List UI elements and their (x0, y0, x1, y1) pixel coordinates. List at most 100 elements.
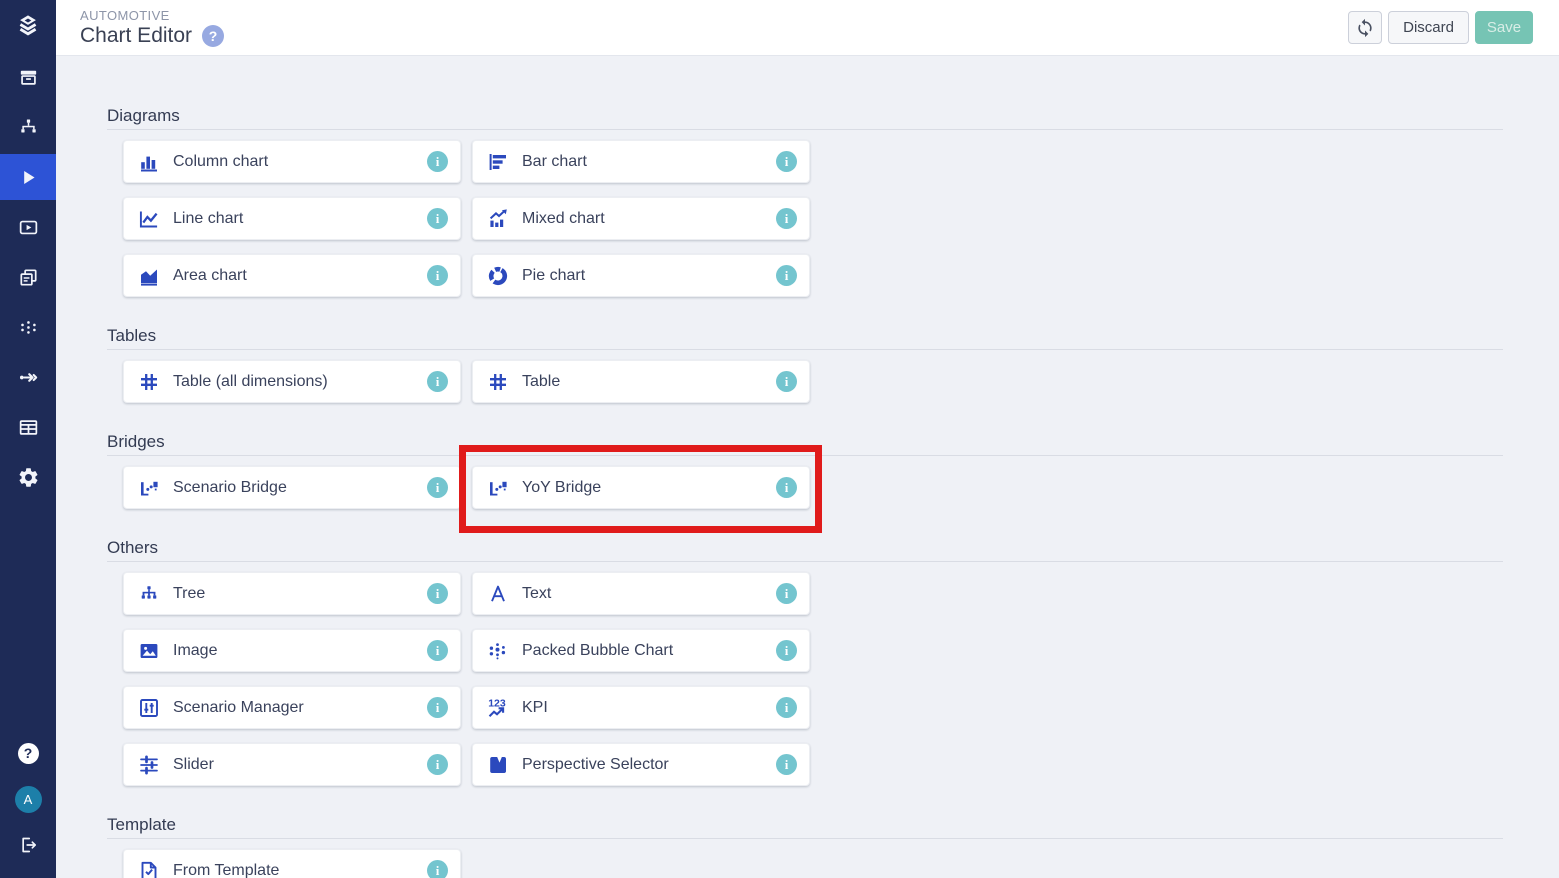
info-icon[interactable]: i (427, 265, 448, 286)
section-title: Template (107, 814, 1503, 839)
card-pie-chart[interactable]: Pie chart i (472, 254, 810, 297)
card-label: Scenario Bridge (173, 478, 287, 496)
card-image[interactable]: Image i (123, 629, 461, 672)
pie-chart-icon (486, 264, 510, 288)
text-icon (486, 582, 510, 606)
info-icon[interactable]: i (427, 754, 448, 775)
card-wrap-column-chart: Column chart i (123, 140, 461, 183)
sidebar: ? A (0, 0, 56, 878)
info-icon[interactable]: i (427, 477, 448, 498)
section-tables: Tables Table (all dimensions) i Table i (107, 325, 1503, 403)
card-label: YoY Bridge (522, 478, 602, 496)
info-icon[interactable]: i (776, 208, 797, 229)
page-title: Chart Editor (80, 23, 193, 47)
card-label: Table (522, 372, 561, 390)
card-mixed-chart[interactable]: Mixed chart i (472, 197, 810, 240)
refresh-button[interactable] (1348, 11, 1383, 44)
mixed-chart-icon (486, 207, 510, 231)
info-icon[interactable]: i (776, 583, 797, 604)
section-title: Bridges (107, 431, 1503, 456)
sidebar-item-pages[interactable] (0, 252, 56, 302)
sidebar-item-table[interactable] (0, 402, 56, 452)
card-wrap-line-chart: Line chart i (123, 197, 461, 240)
help-icon[interactable]: ? (202, 24, 225, 47)
card-packed-bubble-chart[interactable]: Packed Bubble Chart i (472, 629, 810, 672)
slider-icon (137, 753, 161, 777)
arrow-right-icon (17, 366, 40, 389)
sidebar-item-sitemap[interactable] (0, 102, 56, 152)
card-wrap-text: Text i (472, 572, 810, 615)
card-scenario-manager[interactable]: Scenario Manager i (123, 686, 461, 729)
card-scenario-bridge[interactable]: Scenario Bridge i (123, 466, 461, 509)
card-text[interactable]: Text i (472, 572, 810, 615)
logout-icon (18, 835, 38, 855)
card-from-template[interactable]: From Template i (123, 849, 461, 878)
card-column-chart[interactable]: Column chart i (123, 140, 461, 183)
topbar: AUTOMOTIVE Chart Editor ? Discard Save (56, 0, 1559, 56)
card-table-all-dimensions[interactable]: Table (all dimensions) i (123, 360, 461, 403)
card-kpi[interactable]: 123 KPI i (472, 686, 810, 729)
card-slider[interactable]: Slider i (123, 743, 461, 786)
card-label: Scenario Manager (173, 698, 304, 716)
section-cards: Column chart i Bar chart i Line chart i … (107, 140, 1147, 297)
topbar-actions: Discard Save (1348, 11, 1533, 44)
card-wrap-mixed-chart: Mixed chart i (472, 197, 810, 240)
sidebar-bottom: ? A (0, 730, 56, 878)
sidebar-item-avatar[interactable]: A (0, 776, 56, 822)
card-label: Text (522, 584, 552, 602)
section-cards: Scenario Bridge i YoY Bridge i (107, 445, 1147, 533)
sidebar-item-flow[interactable] (0, 352, 56, 402)
info-icon[interactable]: i (427, 860, 448, 878)
info-icon[interactable]: i (427, 151, 448, 172)
info-icon[interactable]: i (776, 371, 797, 392)
info-icon[interactable]: i (427, 697, 448, 718)
card-perspective-selector[interactable]: Perspective Selector i (472, 743, 810, 786)
info-icon[interactable]: i (776, 265, 797, 286)
card-label: Bar chart (522, 152, 587, 170)
section-template: Template From Template i (107, 814, 1503, 878)
gear-icon (17, 466, 40, 489)
card-yoy-bridge[interactable]: YoY Bridge i (472, 466, 810, 509)
section-others: Others Tree i Text i Image i Packed Bubb… (107, 537, 1503, 786)
info-icon[interactable]: i (776, 640, 797, 661)
section-diagrams: Diagrams Column chart i Bar chart i Line… (107, 105, 1503, 297)
card-wrap-from-template: From Template i (123, 849, 461, 878)
card-label: Tree (173, 584, 206, 602)
card-area-chart[interactable]: Area chart i (123, 254, 461, 297)
bridge-icon (137, 476, 161, 500)
info-icon[interactable]: i (776, 697, 797, 718)
card-tree[interactable]: Tree i (123, 572, 461, 615)
card-bar-chart[interactable]: Bar chart i (472, 140, 810, 183)
sidebar-item-settings[interactable] (0, 452, 56, 502)
sidebar-item-help[interactable]: ? (0, 730, 56, 776)
sidebar-item-archive[interactable] (0, 52, 56, 102)
card-wrap-pie-chart: Pie chart i (472, 254, 810, 297)
info-icon[interactable]: i (776, 477, 797, 498)
bar-chart-icon (486, 150, 510, 174)
sidebar-item-logout[interactable] (0, 822, 56, 868)
info-icon[interactable]: i (427, 371, 448, 392)
table-grid-icon (137, 370, 161, 394)
card-label: KPI (522, 698, 548, 716)
section-cards: From Template i (107, 849, 1147, 878)
from-template-icon (137, 859, 161, 878)
card-table[interactable]: Table i (472, 360, 810, 403)
save-button[interactable]: Save (1475, 11, 1533, 44)
info-icon[interactable]: i (427, 208, 448, 229)
card-line-chart[interactable]: Line chart i (123, 197, 461, 240)
help-icon: ? (17, 742, 39, 764)
card-label: Area chart (173, 266, 247, 284)
sidebar-item-nodes[interactable] (0, 302, 56, 352)
sidebar-item-video[interactable] (0, 202, 56, 252)
info-icon[interactable]: i (427, 583, 448, 604)
tree-icon (137, 582, 161, 606)
archive-icon (17, 66, 40, 89)
info-icon[interactable]: i (776, 754, 797, 775)
info-icon[interactable]: i (776, 151, 797, 172)
sidebar-item-play[interactable] (0, 154, 56, 200)
info-icon[interactable]: i (427, 640, 448, 661)
sidebar-nav (0, 52, 56, 502)
discard-button[interactable]: Discard (1388, 11, 1469, 44)
section-cards: Table (all dimensions) i Table i (107, 360, 1147, 403)
